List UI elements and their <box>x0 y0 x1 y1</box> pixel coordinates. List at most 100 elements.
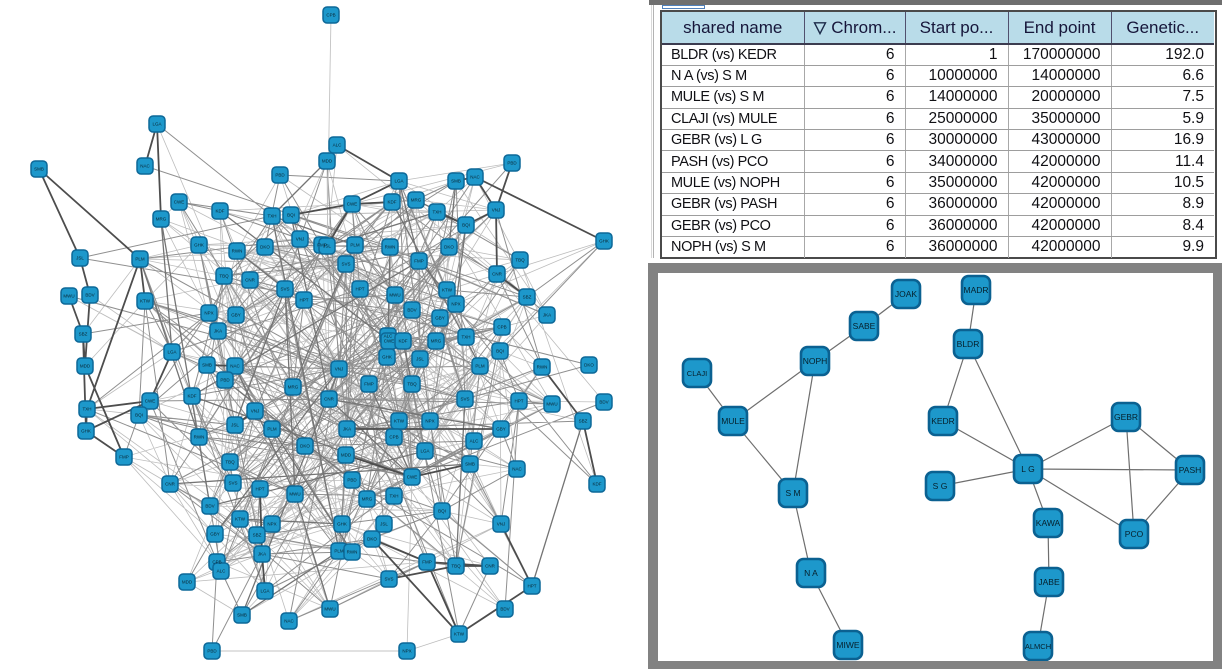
svg-text:CNR: CNR <box>324 397 334 402</box>
svg-text:ALC: ALC <box>384 334 394 339</box>
svg-text:PASH: PASH <box>1179 465 1202 475</box>
svg-text:HPT: HPT <box>528 584 537 589</box>
svg-text:BQI: BQI <box>496 349 504 354</box>
svg-text:CWE: CWE <box>174 200 185 205</box>
svg-text:PLM: PLM <box>267 427 277 432</box>
svg-text:BQI: BQI <box>135 413 143 418</box>
svg-text:KDF: KDF <box>216 209 225 214</box>
svg-text:JSL: JSL <box>323 244 331 249</box>
svg-text:RWN: RWN <box>194 435 205 440</box>
svg-text:BQI: BQI <box>287 213 295 218</box>
svg-text:DKO: DKO <box>584 363 594 368</box>
svg-text:PBD: PBD <box>347 478 357 483</box>
svg-text:RWN: RWN <box>385 245 396 250</box>
svg-text:NAC: NAC <box>230 364 240 369</box>
svg-text:TBQ: TBQ <box>225 460 235 465</box>
svg-text:TBQ: TBQ <box>219 274 229 279</box>
svg-text:MWU: MWU <box>324 607 335 612</box>
svg-text:LGA: LGA <box>260 589 269 594</box>
svg-text:GBY: GBY <box>496 427 506 432</box>
svg-text:SVS: SVS <box>460 397 469 402</box>
svg-text:VNJ: VNJ <box>335 367 344 372</box>
svg-text:FMP: FMP <box>119 455 129 460</box>
svg-text:PLM: PLM <box>350 243 360 248</box>
svg-text:CPB: CPB <box>389 435 398 440</box>
svg-text:CLAJI: CLAJI <box>687 369 707 378</box>
svg-text:BDV: BDV <box>599 400 608 405</box>
svg-text:NOPH: NOPH <box>803 356 828 366</box>
svg-text:JSL: JSL <box>416 357 424 362</box>
svg-text:S M: S M <box>785 488 800 498</box>
svg-text:MDD: MDD <box>341 453 352 458</box>
svg-text:LGA: LGA <box>167 350 176 355</box>
svg-text:NPX: NPX <box>267 522 276 527</box>
svg-text:BDV: BDV <box>85 293 94 298</box>
svg-text:LGA: LGA <box>420 449 429 454</box>
svg-text:GHK: GHK <box>382 355 392 360</box>
svg-text:BQI: BQI <box>438 509 446 514</box>
svg-text:SBZ: SBZ <box>523 295 532 300</box>
svg-text:MRG: MRG <box>411 198 422 203</box>
svg-text:MDD: MDD <box>182 580 193 585</box>
svg-text:BQI: BQI <box>462 223 470 228</box>
svg-text:KAWA: KAWA <box>1036 518 1061 528</box>
svg-text:JKA: JKA <box>214 329 222 334</box>
svg-text:DKO: DKO <box>260 245 270 250</box>
svg-text:MRG: MRG <box>288 385 299 390</box>
svg-text:PCO: PCO <box>1125 529 1144 539</box>
svg-text:FMP: FMP <box>414 259 424 264</box>
svg-text:VNJ: VNJ <box>497 522 506 527</box>
svg-text:CWE: CWE <box>407 475 418 480</box>
svg-text:KTW: KTW <box>454 632 465 637</box>
svg-text:BDV: BDV <box>500 607 509 612</box>
svg-text:JSL: JSL <box>76 256 84 261</box>
svg-text:CNR: CNR <box>245 278 255 283</box>
svg-text:GBY: GBY <box>435 316 445 321</box>
svg-text:BLDR: BLDR <box>957 339 980 349</box>
svg-text:PLM: PLM <box>135 257 145 262</box>
svg-text:RWN: RWN <box>232 249 243 254</box>
svg-text:MIWE: MIWE <box>836 640 859 650</box>
svg-text:FMP: FMP <box>364 382 374 387</box>
svg-text:GBY: GBY <box>231 313 241 318</box>
svg-text:PLM: PLM <box>475 364 485 369</box>
svg-text:BDV: BDV <box>407 308 416 313</box>
svg-text:TBQ: TBQ <box>451 564 461 569</box>
svg-text:SMB: SMB <box>202 363 212 368</box>
svg-text:RWN: RWN <box>347 550 358 555</box>
svg-text:SMB: SMB <box>34 167 44 172</box>
svg-text:SVS: SVS <box>384 577 393 582</box>
svg-text:ALC: ALC <box>333 143 343 148</box>
svg-text:JSL: JSL <box>231 423 239 428</box>
svg-text:CPB: CPB <box>212 560 221 565</box>
svg-text:JOAK: JOAK <box>895 289 918 299</box>
svg-text:KDF: KDF <box>593 482 602 487</box>
svg-text:BDV: BDV <box>205 504 214 509</box>
svg-text:VNJ: VNJ <box>251 409 260 414</box>
svg-text:KDF: KDF <box>188 394 197 399</box>
svg-text:HPT: HPT <box>356 287 365 292</box>
svg-text:JKA: JKA <box>543 313 551 318</box>
svg-text:L G: L G <box>1021 464 1034 474</box>
svg-text:MADR: MADR <box>963 285 988 295</box>
svg-text:MRG: MRG <box>156 217 167 222</box>
svg-text:ALC: ALC <box>217 569 227 574</box>
svg-text:KTW: KTW <box>394 419 405 424</box>
svg-text:MWU: MWU <box>289 492 300 497</box>
svg-text:SBZ: SBZ <box>79 332 88 337</box>
svg-text:TXH: TXH <box>462 335 471 340</box>
svg-text:CWE: CWE <box>145 399 156 404</box>
svg-text:TXH: TXH <box>268 214 277 219</box>
svg-text:ALMCH: ALMCH <box>1025 642 1051 651</box>
svg-text:JABE: JABE <box>1038 577 1060 587</box>
svg-text:NPX: NPX <box>425 419 434 424</box>
svg-text:SBZ: SBZ <box>579 419 588 424</box>
svg-text:LGA: LGA <box>152 122 161 127</box>
svg-text:KDF: KDF <box>388 200 397 205</box>
svg-text:SMB: SMB <box>451 179 461 184</box>
svg-text:GHK: GHK <box>599 239 609 244</box>
svg-text:MDD: MDD <box>322 159 333 164</box>
svg-text:GHK: GHK <box>81 429 91 434</box>
svg-text:NPX: NPX <box>402 649 411 654</box>
svg-text:SMB: SMB <box>465 462 475 467</box>
